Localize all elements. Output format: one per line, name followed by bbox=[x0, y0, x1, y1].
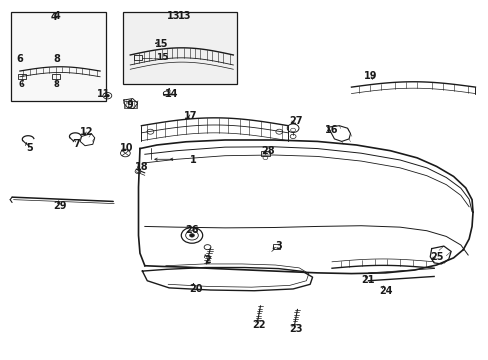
Text: 11: 11 bbox=[97, 89, 110, 99]
Text: 19: 19 bbox=[364, 71, 377, 81]
Text: 13: 13 bbox=[167, 11, 181, 21]
Text: 12: 12 bbox=[80, 127, 93, 137]
Text: 6: 6 bbox=[17, 54, 23, 64]
Text: 3: 3 bbox=[275, 241, 282, 251]
Circle shape bbox=[189, 234, 194, 237]
Text: 4: 4 bbox=[50, 12, 57, 22]
Text: 27: 27 bbox=[288, 116, 302, 126]
Text: 25: 25 bbox=[429, 252, 443, 262]
Text: 29: 29 bbox=[53, 201, 66, 211]
Text: 16: 16 bbox=[325, 125, 338, 135]
Text: 7: 7 bbox=[73, 139, 80, 149]
Text: 15: 15 bbox=[155, 39, 168, 49]
Text: 8: 8 bbox=[53, 80, 59, 89]
Text: 5: 5 bbox=[26, 143, 33, 153]
Text: 1: 1 bbox=[190, 156, 196, 165]
Bar bbox=[272, 244, 280, 249]
Text: 14: 14 bbox=[164, 89, 178, 99]
Text: 10: 10 bbox=[120, 143, 133, 153]
Text: 18: 18 bbox=[134, 162, 148, 172]
Text: 13: 13 bbox=[178, 12, 191, 21]
Text: 8: 8 bbox=[54, 54, 61, 64]
Text: 23: 23 bbox=[288, 324, 302, 334]
Bar bbox=[122, 12, 237, 84]
Bar bbox=[124, 101, 137, 108]
Text: 22: 22 bbox=[252, 320, 265, 330]
Circle shape bbox=[105, 94, 109, 97]
Bar bbox=[52, 74, 60, 79]
Text: 6: 6 bbox=[19, 80, 25, 89]
Text: 15: 15 bbox=[155, 53, 168, 62]
Text: 2: 2 bbox=[204, 255, 211, 265]
Bar bbox=[133, 55, 142, 60]
Bar bbox=[11, 12, 106, 102]
Text: 24: 24 bbox=[378, 286, 391, 296]
Bar bbox=[18, 74, 26, 79]
Text: 9: 9 bbox=[126, 100, 133, 110]
Text: 28: 28 bbox=[261, 146, 274, 156]
Text: 26: 26 bbox=[185, 225, 199, 235]
Text: 20: 20 bbox=[189, 284, 202, 294]
Bar bbox=[261, 151, 269, 156]
Text: 17: 17 bbox=[184, 111, 197, 121]
Text: 4: 4 bbox=[54, 11, 61, 21]
Text: 21: 21 bbox=[361, 275, 374, 285]
